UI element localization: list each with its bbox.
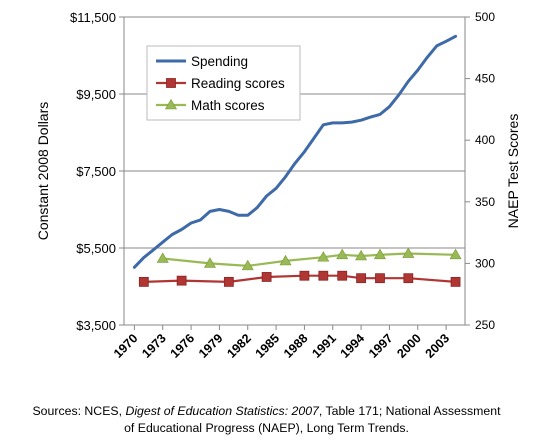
data-point (318, 270, 329, 281)
series-line (161, 252, 457, 267)
data-point (373, 248, 387, 260)
data-point (299, 270, 310, 281)
left-tick-label: $9,500 (76, 87, 116, 102)
x-tick-label: 1973 (139, 331, 169, 361)
right-axis-title: NAEP Test Scores (505, 114, 521, 229)
data-point (375, 273, 385, 284)
x-tick-label: 2000 (394, 331, 424, 361)
data-point (450, 276, 461, 287)
right-tick-label: 350 (475, 195, 495, 209)
right-tick-label: 500 (475, 10, 495, 24)
series-layer (132, 34, 462, 287)
left-axis-ticks: $3,500 $5,500 $7,500 $9,500 $11,500 (70, 10, 124, 333)
data-point (355, 249, 368, 261)
data-point (449, 248, 462, 260)
x-tick-label: 2003 (423, 331, 453, 361)
right-axis-ticks: 250 300 350 400 450 500 (465, 10, 495, 332)
x-tick-label: 1997 (366, 331, 396, 361)
legend-items: Spending Reading scores Math scores (156, 54, 285, 113)
data-point (337, 270, 348, 281)
legend-entry: Math scores (156, 98, 265, 113)
legend-label: Reading scores (191, 76, 285, 91)
series-0 (132, 34, 458, 269)
x-tick-label: 1988 (281, 331, 311, 361)
data-point (279, 254, 292, 266)
data-point (402, 247, 415, 258)
data-point (317, 251, 330, 262)
left-tick-label: $5,500 (76, 241, 116, 256)
left-tick-label: $11,500 (70, 10, 116, 25)
data-point (356, 273, 366, 284)
legend-label: Math scores (191, 98, 265, 113)
x-tick-label: 1970 (111, 331, 141, 361)
source-publication-title: Digest of Education Statistics: 2007 (125, 404, 319, 418)
legend-marker (164, 98, 178, 110)
data-point (156, 252, 169, 263)
data-point (223, 276, 234, 287)
source-line-2: of Educational Progress (NAEP), Long Ter… (124, 421, 409, 435)
data-point (403, 273, 414, 284)
series-2 (156, 247, 462, 271)
source-prefix: Sources: NCES, (32, 404, 126, 418)
legend-entry: Reading scores (156, 76, 285, 91)
x-tick-label: 1982 (224, 331, 254, 361)
right-tick-label: 300 (475, 256, 495, 270)
data-point (241, 259, 254, 271)
legend: Spending Reading scores Math scores (146, 45, 301, 121)
data-point (203, 257, 216, 268)
x-tick-label: 1991 (309, 331, 339, 361)
legend-entry: Spending (156, 54, 248, 69)
left-tick-label: $7,500 (76, 164, 116, 179)
data-point (176, 275, 187, 286)
left-axis-title: Constant 2008 Dollars (35, 102, 51, 241)
source-line-1: Sources: NCES, Digest of Education Stati… (0, 403, 533, 420)
series-line (132, 34, 458, 269)
series-1 (138, 270, 461, 287)
x-tick-label: 1985 (253, 331, 283, 361)
chart: $3,500 $5,500 $7,500 $9,500 $11,500 250 300 35… (35, 10, 521, 361)
right-tick-label: 400 (475, 133, 495, 147)
right-tick-label: 450 (475, 72, 495, 86)
data-point (138, 276, 149, 287)
x-tick-label: 1979 (196, 331, 226, 361)
legend-marker (166, 78, 176, 88)
x-tick-label: 1994 (338, 331, 368, 361)
source-note: Sources: NCES, Digest of Education Stati… (0, 403, 533, 437)
right-tick-label: 250 (475, 318, 495, 332)
data-point (261, 272, 272, 282)
x-tick-label: 1976 (168, 331, 198, 361)
data-point (336, 248, 349, 260)
x-axis-ticks: 1970197319761979198219851988199119941997… (111, 325, 452, 361)
legend-label: Spending (191, 54, 248, 69)
source-suffix: , Table 171; National Assessment (318, 404, 501, 418)
left-tick-label: $3,500 (76, 318, 116, 333)
